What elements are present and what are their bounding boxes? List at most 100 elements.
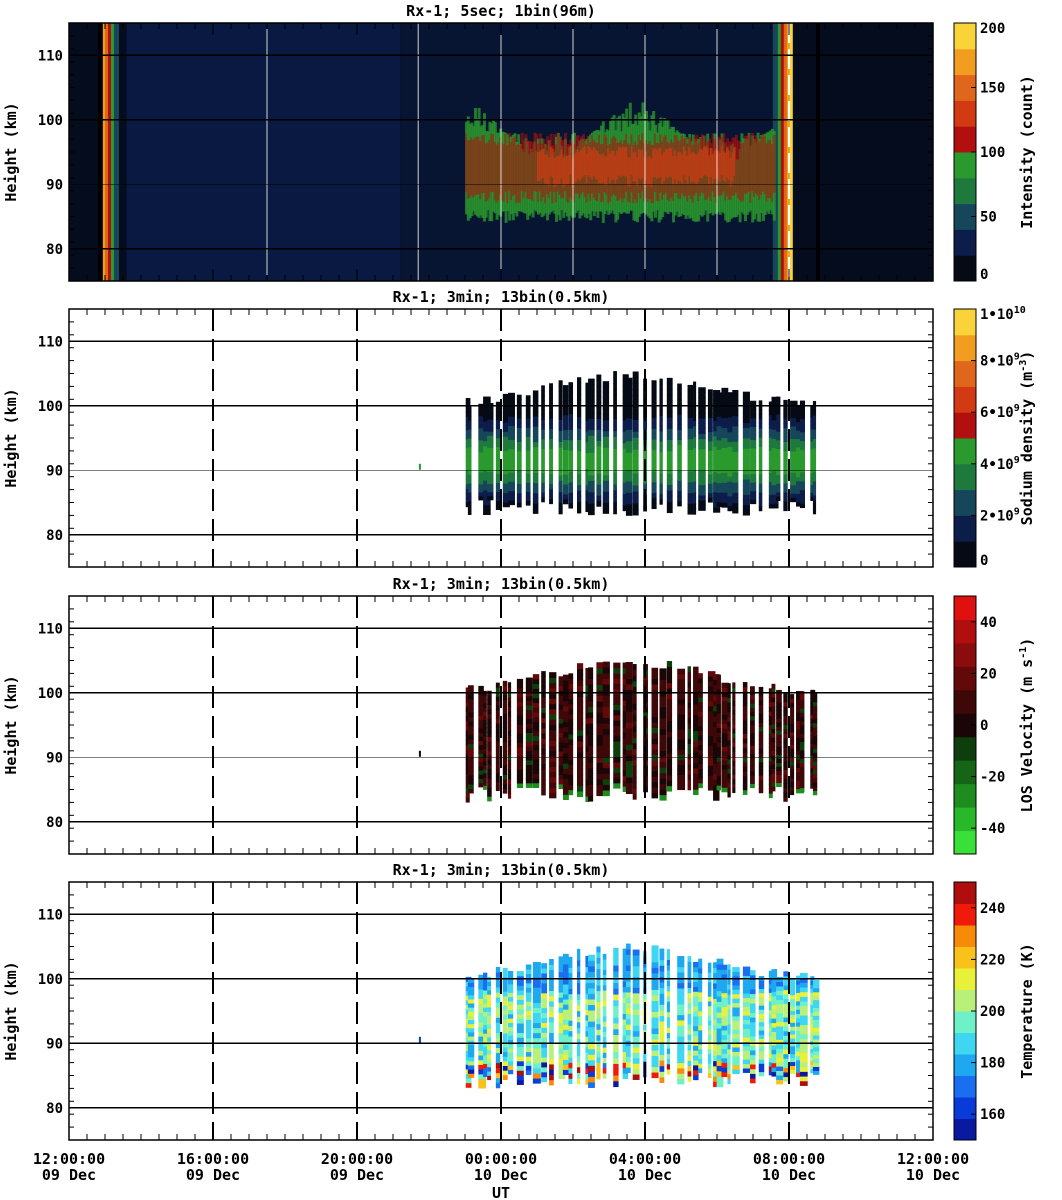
- profile-cell: [776, 697, 782, 703]
- profile-cell: [796, 729, 804, 734]
- profile-cell: [487, 491, 494, 497]
- profile-cell: [750, 1026, 756, 1032]
- profile-cell: [625, 440, 633, 448]
- profile-cell: [549, 488, 553, 495]
- profile-cell: [810, 767, 816, 773]
- profile-cell: [585, 718, 590, 725]
- colorbar-label: Temperature (K): [1018, 943, 1036, 1078]
- profile-cell: [687, 722, 691, 729]
- profile-cell: [562, 752, 569, 759]
- profile-cell: [478, 774, 484, 779]
- profile-cell: [659, 383, 663, 390]
- profile-cell: [602, 964, 607, 970]
- intensity-core: [529, 141, 533, 200]
- profile-cell: [585, 701, 590, 708]
- intensity-peak: [540, 149, 544, 179]
- profile-cell: [707, 1024, 712, 1031]
- profile-cell: [776, 1057, 784, 1063]
- profile-cell: [666, 666, 673, 673]
- profile-cell: [516, 728, 524, 734]
- profile-cell: [602, 756, 610, 763]
- profile-cell: [659, 488, 663, 495]
- profile-cell: [721, 719, 729, 725]
- profile-cell: [562, 763, 569, 769]
- profile-cell: [487, 447, 494, 452]
- profile-cell: [768, 441, 774, 447]
- panel-title: Rx-1; 5sec; 1bin(96m): [406, 2, 596, 20]
- profile-cell: [622, 499, 629, 506]
- profile-cell: [502, 426, 510, 432]
- profile-cell: [478, 740, 484, 746]
- profile-cell: [532, 1057, 541, 1064]
- profile-cell: [698, 1034, 703, 1040]
- profile-cell: [783, 719, 788, 725]
- profile-cell: [541, 963, 548, 969]
- profile-cell: [507, 411, 515, 417]
- profile-cell: [742, 427, 750, 434]
- profile-cell: [707, 1029, 712, 1035]
- intensity-core: [515, 145, 519, 204]
- profile-cell: [625, 503, 633, 511]
- profile-cell: [727, 702, 731, 708]
- profile-cell: [483, 406, 491, 412]
- intensity-peak: [720, 145, 724, 175]
- profile-cell: [541, 1071, 548, 1078]
- profile-cell: [727, 735, 731, 741]
- profile-cell: [677, 454, 682, 461]
- colorbar-tick-label: 4•109: [980, 455, 1020, 473]
- profile-cell: [576, 1049, 581, 1057]
- profile-cell: [698, 716, 703, 722]
- profile-cell: [698, 720, 703, 727]
- profile-cell: [693, 503, 697, 510]
- profile-cell: [698, 428, 706, 434]
- profile-cell: [596, 723, 604, 730]
- profile-cell: [727, 397, 734, 403]
- profile-cell: [796, 1059, 802, 1065]
- profile-cell: [568, 387, 574, 394]
- profile-cell: [467, 986, 475, 992]
- profile-cell: [799, 485, 805, 491]
- profile-cell: [810, 1048, 815, 1054]
- profile-cell: [693, 735, 699, 742]
- profile-cell: [742, 997, 751, 1003]
- profile-cell: [727, 471, 734, 477]
- profile-cell: [771, 706, 776, 712]
- profile-cell: [613, 751, 621, 758]
- profile-cell: [687, 1034, 692, 1041]
- profile-cell: [693, 751, 699, 758]
- profile-cell: [507, 453, 515, 459]
- profile-cell: [613, 673, 621, 679]
- profile-cell: [602, 959, 607, 965]
- profile-cell: [750, 715, 755, 721]
- profile-cell: [771, 728, 776, 734]
- profile-cell: [713, 726, 720, 733]
- profile-cell: [776, 778, 782, 783]
- profile-cell: [516, 464, 522, 471]
- profile-cell: [525, 700, 533, 706]
- profile-cell: [541, 395, 545, 401]
- profile-cell: [790, 715, 795, 720]
- profile-cell: [613, 965, 619, 972]
- profile-cell: [643, 966, 647, 973]
- profile-cell: [812, 1070, 820, 1075]
- profile-cell: [632, 982, 640, 988]
- profile-cell: [693, 693, 699, 700]
- profile-cell: [677, 673, 686, 680]
- profile-cell: [483, 1067, 488, 1073]
- profile-cell: [783, 765, 788, 771]
- profile-cell: [622, 953, 629, 960]
- profile-cell: [643, 706, 648, 713]
- intensity-peak: [731, 151, 735, 181]
- profile-cell: [651, 1066, 659, 1073]
- profile-cell: [541, 399, 545, 406]
- profile-cell: [588, 1004, 595, 1011]
- profile-cell: [713, 1081, 718, 1088]
- profile-cell: [810, 1032, 815, 1038]
- profile-cell: [576, 445, 582, 452]
- profile-cell: [625, 943, 631, 950]
- profile-cell: [541, 789, 546, 796]
- profile-cell: [613, 424, 617, 432]
- profile-cell: [549, 1053, 554, 1060]
- profile-cell: [568, 993, 573, 1000]
- profile-cell: [783, 505, 788, 512]
